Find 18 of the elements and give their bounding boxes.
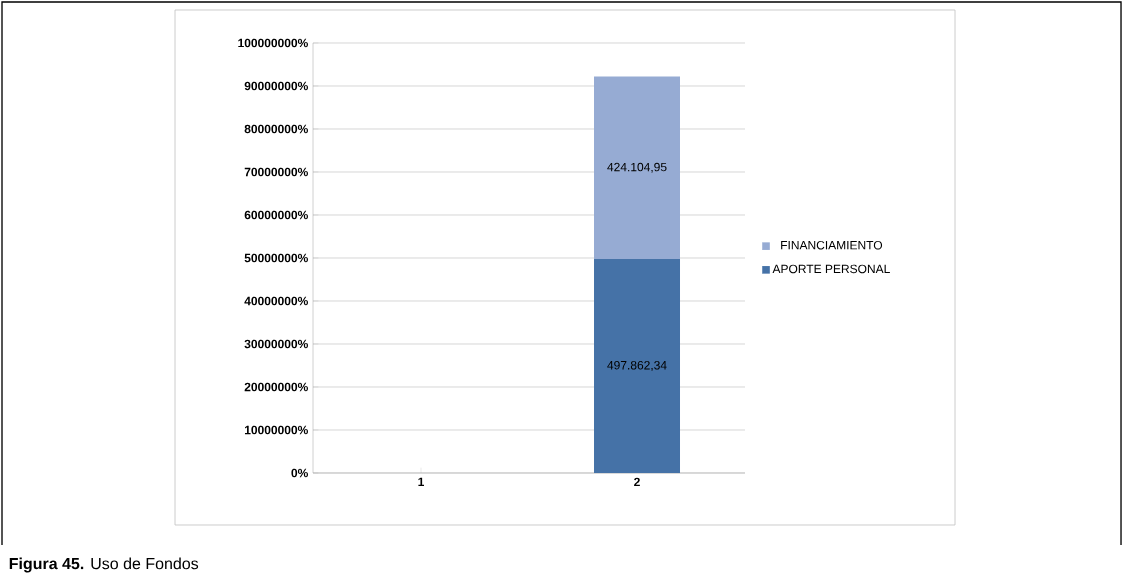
- y-tick-label: 20000000%: [244, 382, 308, 392]
- y-tick-label: 10000000%: [244, 425, 308, 435]
- legend-label: FINANCIAMIENTO: [781, 240, 883, 250]
- legend-label: APORTE PERSONAL: [772, 264, 890, 274]
- x-tick-label: 2: [634, 477, 640, 487]
- y-tick-label: 40000000%: [244, 296, 308, 306]
- text: Figura 45. Uso de Fondos: [9, 557, 199, 573]
- y-tick-label: 90000000%: [244, 81, 308, 91]
- data-label: 497.862,34: [607, 360, 667, 371]
- x-tick-label: 1: [418, 477, 425, 486]
- y-tick-label: 70000000%: [244, 167, 308, 177]
- y-tick-label: 60000000%: [244, 210, 308, 220]
- y-tick-label: 50000000%: [244, 253, 308, 263]
- y-tick-label: 0%: [291, 468, 308, 478]
- data-label: 424.104,95: [607, 162, 667, 173]
- y-tick-label: 30000000%: [244, 339, 308, 349]
- y-tick-label: 100000000%: [238, 38, 308, 48]
- y-tick-label: 80000000%: [244, 124, 308, 134]
